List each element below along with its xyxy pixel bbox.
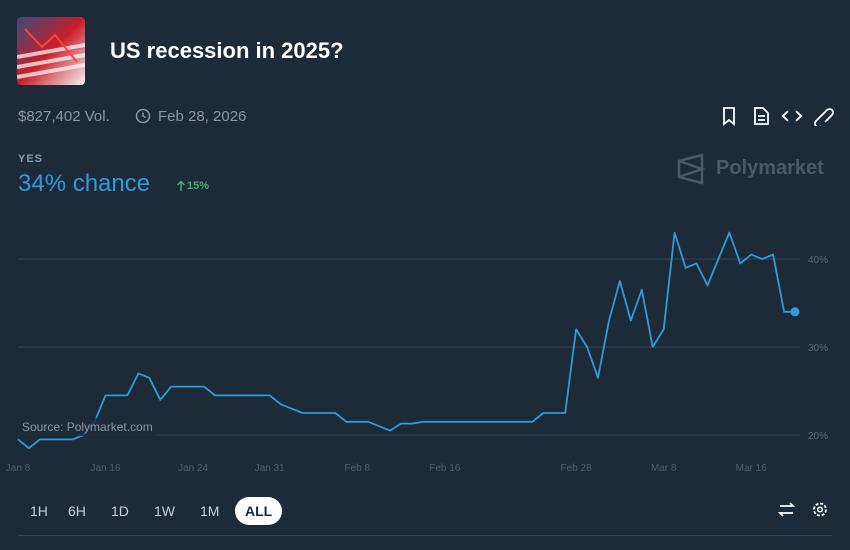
- y-tick-label: 20%: [808, 431, 828, 442]
- x-tick-label: Jan 31: [255, 463, 285, 474]
- range-button[interactable]: ALL: [235, 497, 283, 525]
- price-line: [17, 231, 795, 450]
- end-dot: [790, 307, 800, 317]
- range-button[interactable]: 6H: [68, 503, 86, 519]
- end-date: Feb 28, 2026: [158, 108, 247, 125]
- y-tick-label: 30%: [808, 343, 828, 354]
- brand-logo: [677, 153, 706, 185]
- change: 15%: [187, 180, 210, 192]
- action-icons[interactable]: [720, 106, 840, 126]
- outcome-label: YES: [18, 153, 44, 165]
- up-arrow: [176, 180, 186, 191]
- x-tick-label: Jan 16: [91, 463, 121, 474]
- market-title: US recession in 2025?: [110, 38, 344, 63]
- source: Source: Polymarket.com: [18, 418, 157, 436]
- chart: 20% 30% 40% Jan 8 Jan 16 Jan 24 Jan 31 Feb 8 Feb…: [6, 231, 828, 474]
- x-tick-label: Feb 8: [344, 463, 370, 474]
- range-button[interactable]: 1W: [154, 503, 175, 519]
- range-button[interactable]: 1H: [30, 503, 48, 519]
- x-tick-label: Mar 8: [651, 463, 677, 474]
- range-button[interactable]: 1D: [111, 503, 129, 519]
- x-tick-label: Jan 8: [6, 463, 31, 474]
- volume: $827,402 Vol.: [18, 108, 110, 125]
- clock-icon: [135, 108, 151, 124]
- range-button[interactable]: 1M: [200, 503, 220, 519]
- market-image: [17, 17, 85, 85]
- x-tick-label: Jan 24: [178, 463, 208, 474]
- divider: [18, 535, 832, 536]
- x-tick-label: Feb 28: [561, 463, 593, 474]
- chance: 34% chance: [18, 170, 151, 197]
- x-tick-label: Mar 16: [736, 463, 768, 474]
- y-tick-label: 40%: [808, 255, 828, 266]
- settings-icons[interactable]: [778, 500, 828, 520]
- x-tick-label: Feb 16: [429, 463, 461, 474]
- brand: Polymarket: [716, 157, 824, 179]
